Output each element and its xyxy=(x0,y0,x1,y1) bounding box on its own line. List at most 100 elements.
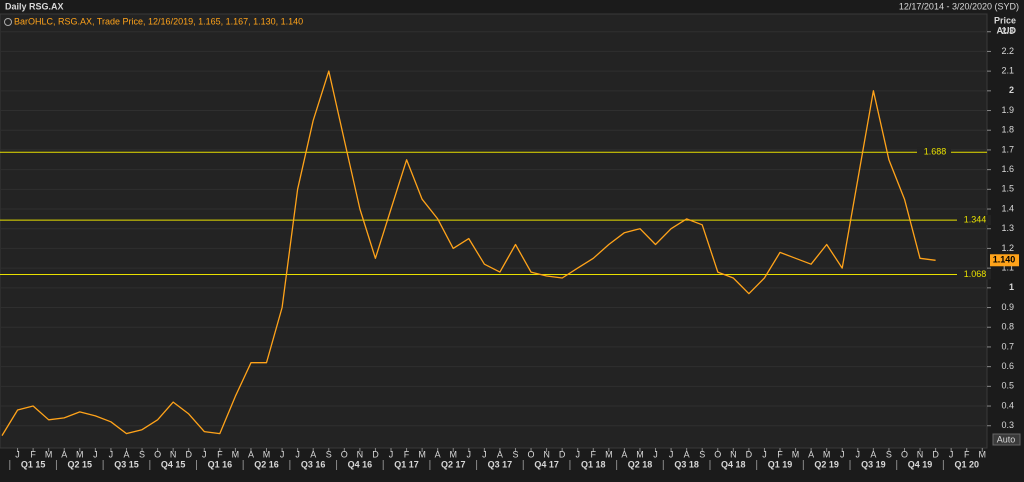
header-title: Daily RSG.AX xyxy=(5,1,64,11)
x-tick-label: A xyxy=(248,449,254,459)
y-tick-label: 1 xyxy=(1009,282,1014,292)
x-tick-label: A xyxy=(808,449,814,459)
y-tick-label: 1.1 xyxy=(1001,263,1014,273)
y-tick-label: 2 xyxy=(1009,85,1014,95)
x-tick-label: J xyxy=(15,449,20,459)
x-tick-label: J xyxy=(840,449,845,459)
x-tick-label: F xyxy=(404,449,410,459)
x-tick-label: O xyxy=(528,449,535,459)
quarter-label: Q2 18 xyxy=(628,459,653,469)
x-tick-label: M xyxy=(232,449,240,459)
y-tick-label: 1.8 xyxy=(1001,125,1014,135)
x-tick-label: A xyxy=(870,449,876,459)
y-tick-label: 2.1 xyxy=(1001,66,1014,76)
x-tick-label: N xyxy=(543,449,550,459)
x-tick-label: N xyxy=(730,449,737,459)
y-tick-label: 1.3 xyxy=(1001,223,1014,233)
y-tick-label: 0.6 xyxy=(1001,361,1014,371)
x-tick-label: M xyxy=(792,449,800,459)
x-tick-label: J xyxy=(467,449,472,459)
legend-text: BarOHLC, RSG.AX, Trade Price, 12/16/2019… xyxy=(14,16,303,26)
y-tick-label: 0.8 xyxy=(1001,322,1014,332)
x-tick-label: S xyxy=(139,449,145,459)
plot-area xyxy=(0,13,988,449)
quarter-label: Q3 19 xyxy=(861,459,886,469)
x-tick-label: O xyxy=(341,449,348,459)
x-tick-label: M xyxy=(418,449,426,459)
x-tick-label: A xyxy=(123,449,129,459)
quarter-label: Q4 15 xyxy=(161,459,186,469)
x-tick-label: M xyxy=(449,449,457,459)
level-label-bg xyxy=(957,269,991,280)
quarter-label: Q1 16 xyxy=(208,459,233,469)
quarter-label: Q2 17 xyxy=(441,459,466,469)
x-tick-label: A xyxy=(61,449,67,459)
x-tick-label: J xyxy=(295,449,300,459)
x-tick-label: N xyxy=(357,449,364,459)
x-tick-label: F xyxy=(777,449,783,459)
quarter-label: Q3 15 xyxy=(114,459,139,469)
y-tick-label: 0.9 xyxy=(1001,302,1014,312)
y-tick-label: 1.7 xyxy=(1001,144,1014,154)
legend-icon xyxy=(4,18,12,26)
x-tick-label: M xyxy=(76,449,84,459)
y-tick-label: 2.3 xyxy=(1001,26,1014,36)
x-tick-label: A xyxy=(497,449,503,459)
x-tick-label: J xyxy=(575,449,580,459)
x-tick-label: O xyxy=(714,449,721,459)
quarter-label: Q2 15 xyxy=(68,459,93,469)
auto-button[interactable] xyxy=(992,433,1021,446)
x-tick-label: M xyxy=(263,449,271,459)
x-tick-label: S xyxy=(886,449,892,459)
x-tick-label: O xyxy=(901,449,908,459)
x-tick-label: S xyxy=(512,449,518,459)
x-tick-label: M xyxy=(605,449,613,459)
y-tick-label: 1.6 xyxy=(1001,164,1014,174)
x-tick-label: M xyxy=(45,449,53,459)
x-tick-label: J xyxy=(653,449,658,459)
y-tick-label: 1.9 xyxy=(1001,105,1014,115)
x-tick-label: J xyxy=(109,449,114,459)
x-tick-label: A xyxy=(684,449,690,459)
x-tick-label: F xyxy=(964,449,970,459)
x-tick-label: D xyxy=(372,449,379,459)
level-label: 1.068 xyxy=(964,269,987,279)
y-axis-label: AUD xyxy=(997,25,1017,35)
quarter-label: Q3 18 xyxy=(674,459,699,469)
y-tick-label: 1.4 xyxy=(1001,203,1014,213)
x-tick-label: F xyxy=(30,449,36,459)
x-tick-label: D xyxy=(559,449,566,459)
last-price-label: 1.140 xyxy=(993,255,1016,265)
y-tick-label: 0.7 xyxy=(1001,341,1014,351)
y-tick-label: 2.2 xyxy=(1001,46,1014,56)
x-tick-label: A xyxy=(621,449,627,459)
x-tick-label: J xyxy=(856,449,861,459)
quarter-label: Q4 16 xyxy=(348,459,373,469)
quarter-label: Q2 19 xyxy=(814,459,839,469)
x-tick-label: J xyxy=(762,449,767,459)
x-tick-label: F xyxy=(591,449,597,459)
quarter-label: Q2 16 xyxy=(254,459,279,469)
x-tick-label: F xyxy=(217,449,223,459)
level-label: 1.344 xyxy=(964,214,987,224)
x-tick-label: J xyxy=(949,449,954,459)
quarter-label: Q4 18 xyxy=(721,459,746,469)
quarter-label: Q1 19 xyxy=(768,459,793,469)
y-axis-label: Price xyxy=(994,15,1016,25)
x-tick-label: M xyxy=(823,449,831,459)
x-tick-label: J xyxy=(669,449,674,459)
y-tick-label: 1.2 xyxy=(1001,243,1014,253)
quarter-label: Q1 15 xyxy=(21,459,46,469)
x-tick-label: J xyxy=(280,449,285,459)
quarter-label: Q1 18 xyxy=(581,459,606,469)
x-tick-label: J xyxy=(202,449,207,459)
x-tick-label: D xyxy=(746,449,753,459)
x-tick-label: O xyxy=(154,449,161,459)
quarter-label: Q3 16 xyxy=(301,459,326,469)
level-label-bg xyxy=(957,215,991,226)
auto-button-label[interactable]: Auto xyxy=(997,434,1016,444)
x-tick-label: S xyxy=(326,449,332,459)
x-tick-label: A xyxy=(310,449,316,459)
